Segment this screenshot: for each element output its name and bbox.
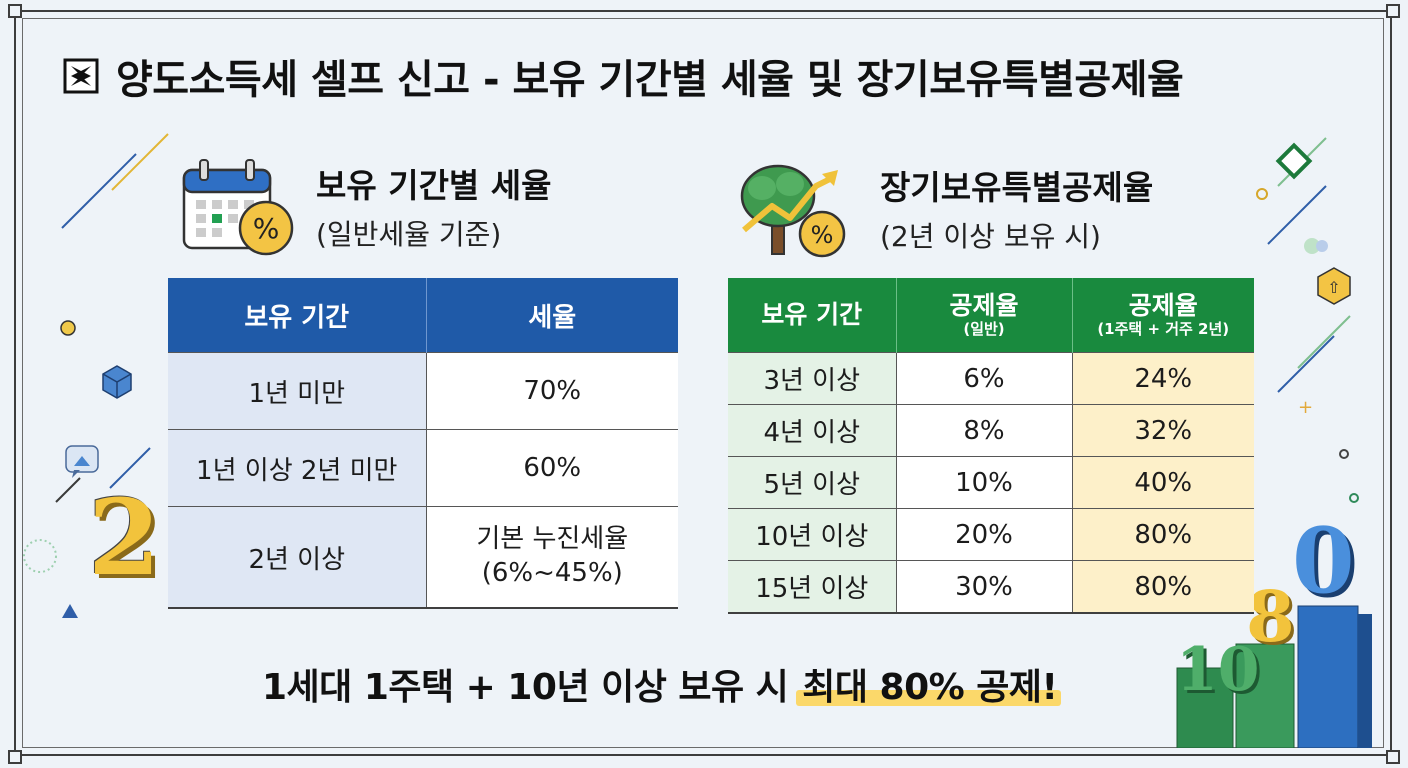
rate-cell: 기본 누진세율 (6%~45%): [426, 506, 678, 608]
special-rate-cell: 32%: [1072, 404, 1254, 457]
period-cell: 3년 이상: [728, 352, 897, 405]
page-title-bar: 양도소득세 셀프 신고 - 보유 기간별 세율 및 장기보유특별공제율: [62, 46, 1184, 106]
bar-graph-decoration: [1176, 605, 1372, 748]
svg-text:⇧: ⇧: [1327, 278, 1340, 297]
table-row: 3년 이상 6% 24%: [728, 352, 1254, 405]
right-section-header: % 장기보유특별공제율 (2년 이상 보유 시): [738, 156, 1153, 260]
table-row: 10년 이상 20% 80%: [728, 508, 1254, 561]
decor-number-0: 0: [1292, 508, 1355, 614]
left-section-header: % 보유 기간별 세율 (일반세율 기준): [180, 156, 552, 256]
table-header-row: 보유 기간 세율: [168, 278, 678, 353]
bottom-message: 1세대 1주택 + 10년 이상 보유 시 최대 80% 공제!: [262, 652, 1062, 716]
general-rate-cell: 6%: [896, 352, 1073, 405]
outer-frame: [14, 10, 1392, 756]
header-special-rate: 공제율 (1주택 + 거주 2년): [1072, 278, 1254, 353]
frame-corner: [8, 750, 22, 764]
period-cell: 15년 이상: [728, 560, 897, 613]
rate-line-2: (6%~45%): [481, 558, 623, 588]
header-general-rate: 공제율 (일반): [896, 278, 1073, 353]
decor-number-8: 8: [1246, 575, 1295, 658]
period-cell: 2년 이상: [168, 506, 427, 608]
general-rate-cell: 30%: [896, 560, 1073, 613]
header-rate: 세율: [426, 278, 678, 353]
svg-text:+: +: [1298, 397, 1313, 418]
svg-text:%: %: [811, 221, 834, 249]
decor-number-10: 10: [1176, 635, 1260, 705]
frame-corner: [8, 4, 22, 18]
special-rate-cell: 80%: [1072, 560, 1254, 613]
header-period: 보유 기간: [168, 278, 427, 353]
bottom-message-highlight: 최대 80% 공제!: [796, 658, 1062, 710]
table-row: 15년 이상 30% 80%: [728, 560, 1254, 613]
table-header-row: 보유 기간 공제율 (일반) 공제율 (1주택 + 거주 2년): [728, 278, 1254, 353]
svg-text:%: %: [253, 212, 280, 245]
table-row: 2년 이상 기본 누진세율 (6%~45%): [168, 506, 678, 608]
page-title: 양도소득세 셀프 신고 - 보유 기간별 세율 및 장기보유특별공제율: [116, 57, 1184, 103]
left-section-subtitle: (일반세율 기준): [316, 218, 502, 251]
period-cell: 1년 이상 2년 미만: [168, 429, 427, 507]
deduction-rate-table: 보유 기간 공제율 (일반) 공제율 (1주택 + 거주 2년) 3년 이상 6…: [728, 278, 1254, 614]
period-cell: 1년 미만: [168, 352, 427, 430]
special-rate-cell: 80%: [1072, 508, 1254, 561]
table-row: 1년 이상 2년 미만 60%: [168, 429, 678, 507]
tree-growth-icon: %: [740, 164, 846, 258]
right-section-subtitle: (2년 이상 보유 시): [880, 220, 1101, 253]
left-section-title: 보유 기간별 세율: [316, 166, 552, 205]
frame-corner: [1386, 750, 1400, 764]
general-rate-cell: 8%: [896, 404, 1073, 457]
header-period: 보유 기간: [728, 278, 897, 353]
rate-cell: 70%: [426, 352, 678, 430]
title-square-icon: [63, 58, 99, 94]
period-cell: 4년 이상: [728, 404, 897, 457]
tax-rate-table: 보유 기간 세율 1년 미만 70% 1년 이상 2년 미만 60% 2년 이상…: [168, 278, 678, 609]
rate-cell: 60%: [426, 429, 678, 507]
table-row: 4년 이상 8% 32%: [728, 404, 1254, 457]
special-rate-cell: 40%: [1072, 456, 1254, 509]
general-rate-cell: 10%: [896, 456, 1073, 509]
rate-line-1: 기본 누진세율: [476, 524, 629, 555]
period-cell: 5년 이상: [728, 456, 897, 509]
frame-corner: [1386, 4, 1400, 18]
general-rate-cell: 20%: [896, 508, 1073, 561]
special-rate-cell: 24%: [1072, 352, 1254, 405]
period-cell: 10년 이상: [728, 508, 897, 561]
table-row: 1년 미만 70%: [168, 352, 678, 430]
calendar-percent-icon: %: [182, 159, 294, 256]
inner-frame: [22, 18, 1384, 748]
table-row: 5년 이상 10% 40%: [728, 456, 1254, 509]
bottom-message-main: 1세대 1주택 + 10년 이상 보유 시: [262, 667, 789, 708]
right-section-title: 장기보유특별공제율: [880, 168, 1154, 207]
decor-number-2: 2: [88, 476, 161, 599]
